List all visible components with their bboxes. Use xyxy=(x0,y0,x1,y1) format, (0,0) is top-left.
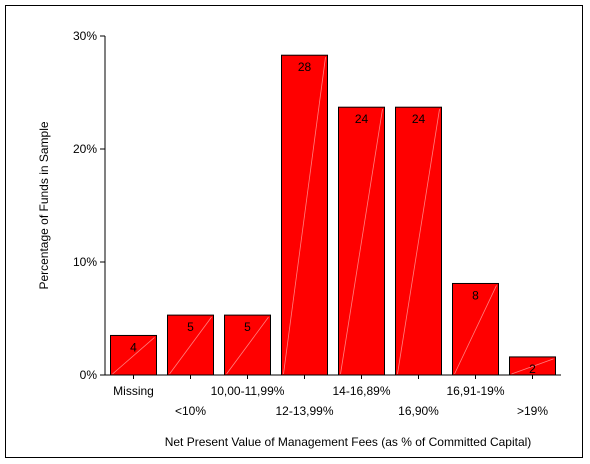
bar-sheen xyxy=(454,285,497,375)
bars-layer: 4 5 5 28 24 24 8 2 xyxy=(110,54,556,376)
x-tick-label: 14-16,89% xyxy=(332,384,390,398)
bar-group: 4 xyxy=(110,334,157,376)
chart-frame: 4 5 5 28 24 24 8 2 0% 10% 20% 30% Missing <10% 10,00… xyxy=(5,5,583,458)
bar-data-label: 5 xyxy=(187,320,194,334)
x-tick-label: 16,90% xyxy=(398,404,439,418)
bar-data-label: 28 xyxy=(298,60,312,74)
x-tick-label: Missing xyxy=(113,384,154,398)
bar-group: 24 xyxy=(395,106,442,376)
bar-sheen xyxy=(226,316,269,375)
bar-data-label: 2 xyxy=(529,362,536,376)
bar-group: 28 xyxy=(281,54,328,376)
y-tick-label: 20% xyxy=(73,142,97,156)
bar-data-label: 24 xyxy=(355,112,369,126)
x-axis-title: Net Present Value of Management Fees (as… xyxy=(165,435,532,449)
y-axis-title: Percentage of Funds in Sample xyxy=(37,121,51,289)
bar-data-label: 24 xyxy=(412,112,426,126)
bar-group: 2 xyxy=(509,356,556,376)
bar-sheen xyxy=(112,337,155,375)
bar-data-label: 4 xyxy=(130,340,137,354)
bar-group: 5 xyxy=(167,314,214,376)
x-ticks-layer: Missing <10% 10,00-11,99% 12-13,99% 14-16,89… xyxy=(113,375,548,418)
x-tick-label: <10% xyxy=(175,404,206,418)
y-tick-label: 30% xyxy=(73,29,97,43)
y-tick-label: 0% xyxy=(80,368,98,382)
bar-group: 8 xyxy=(452,282,499,376)
x-tick-label: 10,00-11,99% xyxy=(211,384,285,398)
x-tick-label: >19% xyxy=(517,404,548,418)
bar-sheen xyxy=(340,109,383,375)
y-tick-label: 10% xyxy=(73,255,97,269)
bar-data-label: 5 xyxy=(244,320,251,334)
bar-chart: 4 5 5 28 24 24 8 2 0% 10% 20% 30% Missing <10% 10,00… xyxy=(37,29,561,449)
bar-group: 5 xyxy=(224,314,271,376)
bar-sheen xyxy=(169,316,212,375)
y-ticks-layer: 0% 10% 20% 30% xyxy=(73,29,105,382)
bar-sheen xyxy=(511,358,554,375)
x-tick-label: 16,91-19% xyxy=(446,384,504,398)
bar-sheen xyxy=(397,109,440,375)
x-tick-label: 12-13,99% xyxy=(275,404,333,418)
bar-group: 24 xyxy=(338,106,385,376)
bar-sheen xyxy=(283,57,326,375)
bar-data-label: 8 xyxy=(472,288,479,302)
